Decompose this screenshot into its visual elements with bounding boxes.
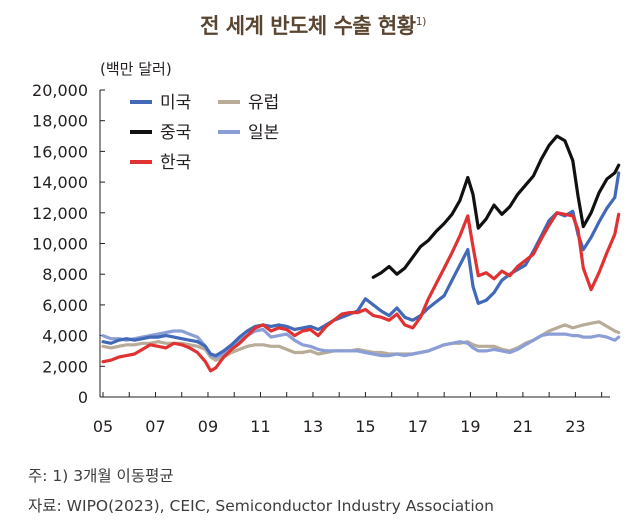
y-tick-label: 8,000 [42, 265, 88, 284]
legend-label: 한국 [160, 153, 191, 173]
x-tick-label: 05 [93, 417, 113, 436]
x-tick-label: 19 [460, 417, 480, 436]
x-tick-label: 23 [565, 417, 585, 436]
y-tick-label: 14,000 [32, 173, 88, 192]
y-tick-label: 2,000 [42, 357, 88, 376]
y-axis-label: (백만 달러) [100, 60, 172, 78]
series-line-korea [101, 211, 621, 373]
y-tick-label: 12,000 [32, 204, 88, 223]
chart-title-text: 전 세계 반도체 수출 현황 [200, 14, 416, 38]
y-tick-label: 6,000 [42, 296, 88, 315]
footnote: 주: 1) 3개월 이동평균 [28, 467, 174, 485]
source-note: 자료: WIPO(2023), CEIC, Semiconductor Indu… [28, 497, 494, 515]
legend-label: 미국 [160, 93, 191, 113]
x-tick-label: 13 [303, 417, 323, 436]
series-layer [101, 134, 621, 373]
title-note-mark: 1) [415, 15, 427, 28]
legend-label: 일본 [248, 123, 279, 143]
series-line-europe [101, 320, 621, 362]
x-tick-label: 21 [513, 417, 533, 436]
series-line-china [371, 134, 621, 279]
y-tick-label: 20,000 [32, 81, 88, 100]
x-tick-label: 11 [250, 417, 270, 436]
y-tick-label: 4,000 [42, 327, 88, 346]
y-tick-label: 0 [78, 388, 88, 407]
series-line-japan [101, 327, 621, 359]
y-tick-label: 18,000 [32, 112, 88, 131]
x-tick-label: 17 [408, 417, 428, 436]
series-line-usa [101, 171, 621, 358]
axes: 0 2,000 4,000 6,000 8,000 10,000 12,000 14,000 1… [32, 81, 610, 436]
x-tick-label: 15 [355, 417, 375, 436]
chart-title: 전 세계 반도체 수출 현황1) [0, 10, 626, 40]
x-tick-label: 07 [145, 417, 165, 436]
x-tick-label: 09 [198, 417, 218, 436]
y-tick-label: 16,000 [32, 142, 88, 161]
legend-label: 중국 [160, 123, 191, 143]
y-tick-label: 10,000 [32, 235, 88, 254]
legend-label: 유럽 [248, 93, 279, 113]
